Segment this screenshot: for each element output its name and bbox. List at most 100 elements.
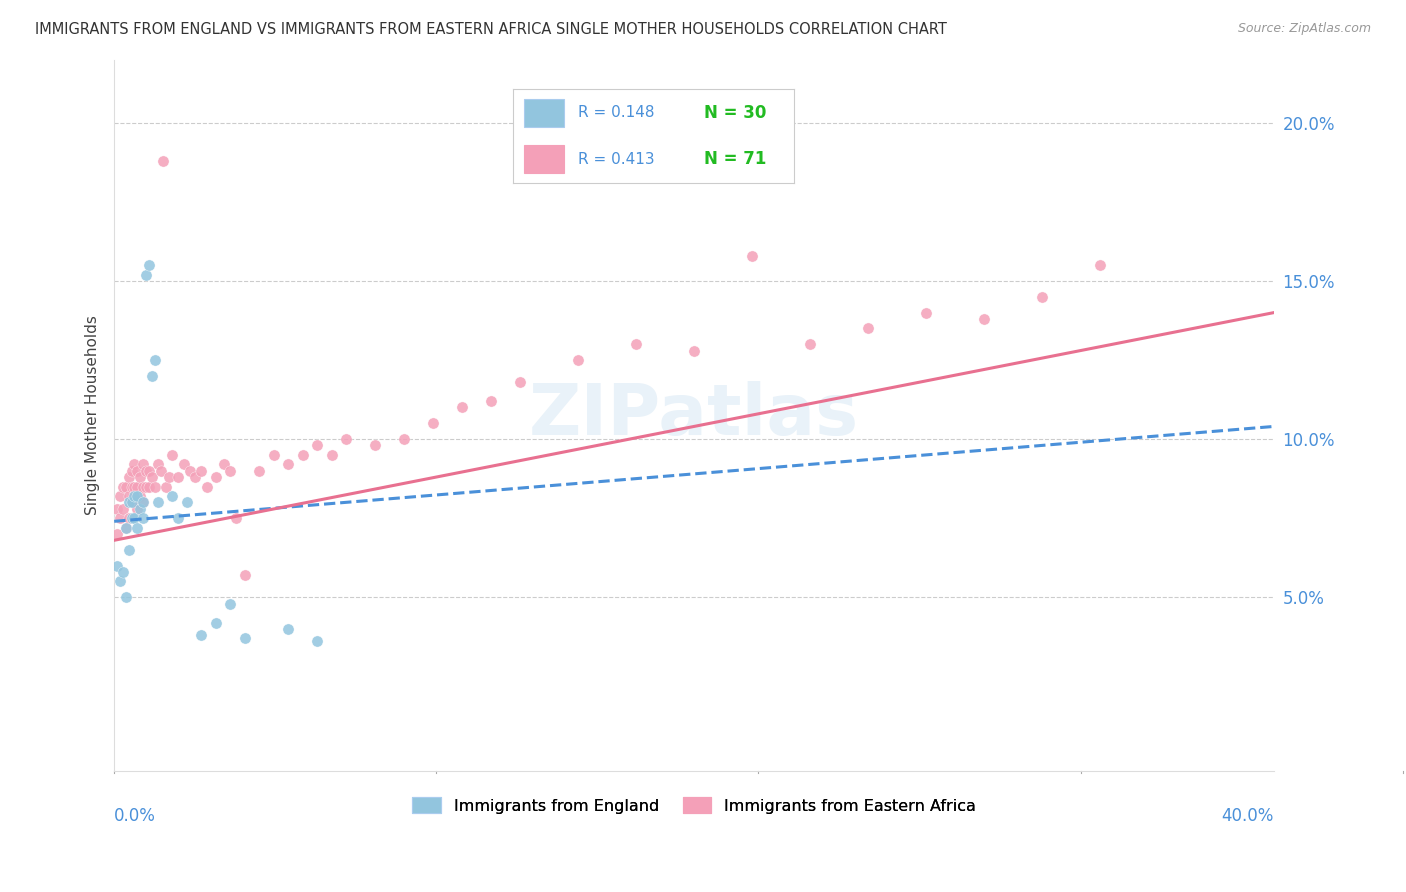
Point (108, 574, 131, 589)
Point (195, 479, 218, 493)
Point (118, 489, 141, 503)
Point (683, 343, 706, 358)
Point (214, 458, 236, 472)
Point (157, 470, 180, 484)
Text: 0.0%: 0.0% (114, 806, 156, 825)
Point (114, 479, 136, 493)
Point (176, 495, 198, 509)
Point (422, 417, 444, 431)
Point (124, 495, 146, 509)
Text: R = 0.148: R = 0.148 (578, 105, 654, 120)
Point (118, 511, 141, 525)
Point (138, 479, 160, 493)
Point (121, 495, 143, 509)
Point (204, 615, 226, 630)
Point (973, 312, 995, 326)
Point (167, 511, 190, 525)
Point (160, 489, 183, 503)
Point (141, 368, 163, 383)
Point (233, 632, 256, 646)
Point (135, 268, 157, 282)
Point (143, 353, 166, 368)
Point (124, 511, 146, 525)
Point (132, 511, 155, 525)
Point (915, 305, 938, 319)
Point (155, 479, 177, 493)
Text: 40.0%: 40.0% (1222, 806, 1274, 825)
Point (141, 470, 163, 484)
Point (291, 448, 314, 462)
Point (364, 438, 387, 452)
Point (124, 489, 146, 503)
Text: N = 71: N = 71 (704, 151, 766, 169)
Point (121, 479, 143, 493)
Point (392, 432, 415, 446)
Point (741, 249, 763, 263)
Point (167, 470, 190, 484)
Point (108, 511, 131, 525)
Point (1031, 290, 1053, 304)
Point (335, 432, 357, 446)
Point (856, 321, 879, 335)
Point (118, 542, 141, 557)
Point (799, 337, 821, 351)
Point (138, 464, 160, 478)
Point (127, 489, 149, 503)
Point (132, 479, 155, 493)
Point (173, 458, 195, 472)
Point (225, 511, 247, 525)
Point (105, 501, 128, 516)
Point (160, 448, 183, 462)
Point (114, 591, 136, 605)
Point (143, 479, 166, 493)
Point (146, 458, 169, 472)
Point (135, 479, 157, 493)
Point (567, 353, 589, 368)
Point (124, 479, 146, 493)
Point (124, 458, 146, 472)
Text: Source: ZipAtlas.com: Source: ZipAtlas.com (1237, 22, 1371, 36)
Point (138, 258, 160, 272)
Point (105, 558, 128, 573)
Point (263, 448, 285, 462)
Point (146, 495, 169, 509)
Point (219, 464, 242, 478)
Point (132, 495, 155, 509)
Point (152, 153, 174, 168)
Point (149, 464, 172, 478)
Point (118, 495, 141, 509)
Point (179, 464, 201, 478)
Point (108, 489, 131, 503)
Bar (524, 98, 564, 127)
Text: IMMIGRANTS FROM ENGLAND VS IMMIGRANTS FROM EASTERN AFRICA SINGLE MOTHER HOUSEHOL: IMMIGRANTS FROM ENGLAND VS IMMIGRANTS FR… (35, 22, 948, 37)
Y-axis label: Single Mother Households: Single Mother Households (86, 316, 100, 516)
Point (121, 511, 143, 525)
Bar (524, 145, 564, 173)
Point (114, 521, 136, 535)
Text: ZIPatlas: ZIPatlas (529, 381, 859, 450)
Point (451, 401, 474, 415)
Point (129, 489, 152, 503)
Point (233, 568, 256, 582)
Point (129, 501, 152, 516)
Point (277, 458, 299, 472)
Point (277, 622, 299, 636)
Point (184, 470, 207, 484)
Point (111, 565, 134, 579)
Point (321, 448, 343, 462)
Legend: Immigrants from England, Immigrants from Eastern Africa: Immigrants from England, Immigrants from… (405, 790, 983, 820)
Point (127, 464, 149, 478)
Point (111, 479, 134, 493)
Point (121, 495, 143, 509)
Point (114, 521, 136, 535)
Point (111, 501, 134, 516)
Point (307, 634, 329, 648)
Point (132, 458, 155, 472)
Point (204, 470, 226, 484)
Point (190, 464, 212, 478)
Point (509, 375, 531, 389)
Text: R = 0.413: R = 0.413 (578, 152, 654, 167)
Point (624, 337, 647, 351)
Point (247, 464, 270, 478)
Point (1088, 258, 1111, 272)
